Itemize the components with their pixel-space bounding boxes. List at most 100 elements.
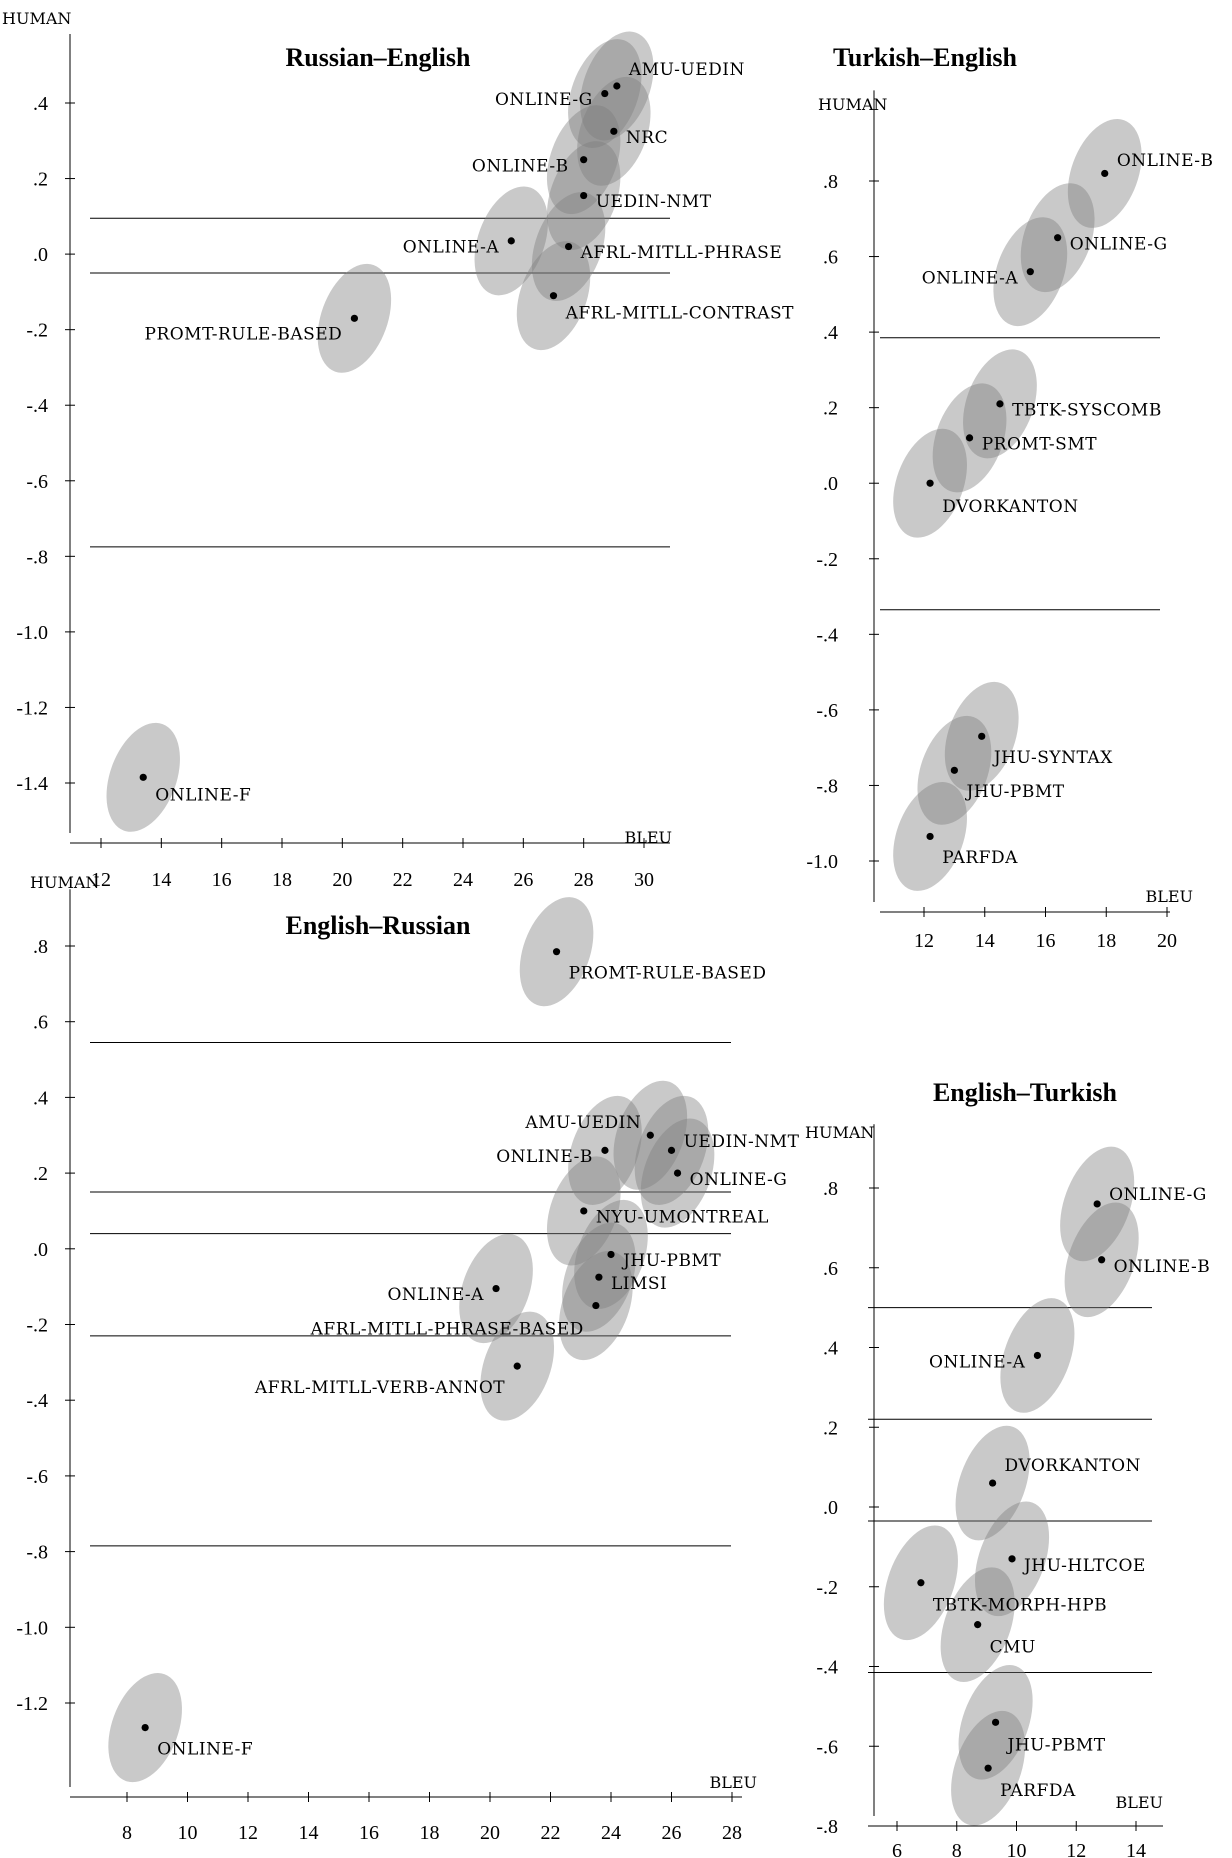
system-point (917, 1579, 925, 1587)
x-tick-label: 14 (299, 1822, 319, 1844)
system-label: ONLINE-A (388, 1285, 485, 1305)
y-tick-label: .8 (823, 1178, 838, 1200)
y-tick-label: .4 (33, 93, 48, 115)
system-label: DVORKANTON (942, 497, 1078, 517)
y-tick-label: -.2 (816, 549, 838, 571)
chart-title: English–Turkish (933, 1078, 1118, 1107)
y-tick-label: -1.2 (16, 697, 48, 719)
y-tick-label: .6 (823, 247, 838, 269)
y-tick-label: -.2 (26, 320, 48, 342)
y-tick-label: -.4 (816, 624, 838, 646)
system-label: NYU-UMONTREAL (596, 1208, 769, 1228)
system-label: AMU-UEDIN (628, 60, 745, 80)
system-point (607, 1250, 615, 1259)
system-point (613, 82, 621, 90)
system-point (991, 1718, 1000, 1726)
x-tick-label: 14 (151, 869, 171, 891)
y-tick-label: .2 (823, 398, 838, 420)
y-tick-label: -.6 (816, 1736, 838, 1758)
x-tick-label: 10 (178, 1822, 198, 1844)
y-tick-label: -.4 (26, 1390, 48, 1412)
x-axis-label: BLEU (624, 828, 672, 847)
system-point (141, 1724, 149, 1732)
system-point (580, 1207, 588, 1215)
y-axis-label: HUMAN (805, 1123, 874, 1142)
system-point (1101, 169, 1109, 178)
system-label: NRC (626, 128, 668, 148)
x-tick-label: 20 (332, 869, 352, 891)
y-tick-label: -1.0 (16, 622, 48, 644)
y-tick-label: -1.2 (16, 1693, 48, 1715)
system-label: JHU-PBMT (621, 1251, 721, 1271)
y-tick-label: .6 (33, 1012, 48, 1034)
system-label: UEDIN-NMT (596, 192, 712, 212)
y-tick-label: .8 (33, 936, 48, 958)
y-tick-label: .2 (33, 169, 48, 191)
y-axis-label: HUMAN (818, 95, 887, 114)
system-label: ONLINE-F (155, 785, 251, 805)
system-point (507, 237, 515, 245)
y-tick-label: .0 (823, 473, 838, 495)
system-label: ONLINE-B (1114, 1257, 1211, 1277)
x-tick-label: 20 (1157, 930, 1177, 952)
system-label: ONLINE-G (1109, 1185, 1207, 1205)
system-point (580, 191, 588, 200)
y-axis-label: HUMAN (30, 873, 99, 892)
y-tick-label: -.4 (26, 395, 48, 417)
x-tick-label: 12 (91, 869, 111, 891)
y-tick-label: -.6 (26, 1466, 48, 1488)
y-tick-label: .2 (33, 1163, 48, 1185)
system-point (1008, 1555, 1016, 1563)
y-tick-label: -1.4 (16, 773, 48, 795)
system-point (492, 1284, 500, 1293)
system-label: JHU-SYNTAX (992, 748, 1113, 768)
y-tick-label: -1.0 (16, 1617, 48, 1639)
system-label: AFRL-MITLL-PHRASE (580, 243, 783, 263)
y-tick-label: -.8 (26, 546, 48, 568)
y-tick-label: .4 (823, 1338, 838, 1360)
y-tick-label: -.4 (816, 1657, 838, 1679)
x-tick-label: 22 (393, 869, 413, 891)
system-label: ONLINE-F (157, 1739, 253, 1759)
system-point (984, 1764, 992, 1772)
panel-english-turkish: .8 .6 .4 .2 .0 -.2 -.4 -.6 -.8 6 8 10 12 14 HUMAN BLEU E… (805, 1078, 1210, 1858)
x-tick-label: 14 (975, 930, 995, 952)
x-tick-label: 26 (513, 869, 533, 891)
system-label: AMU-UEDIN (524, 1113, 641, 1133)
x-tick-label: 12 (914, 930, 934, 952)
x-tick-label: 12 (238, 1822, 258, 1844)
x-tick-label: 20 (480, 1822, 500, 1844)
system-point (549, 292, 558, 300)
system-label: ONLINE-G (495, 90, 593, 110)
system-point (350, 314, 358, 322)
system-label: ONLINE-B (472, 156, 569, 176)
system-label: JHU-PBMT (965, 782, 1065, 802)
system-label: DVORKANTON (1005, 1456, 1141, 1476)
panel-russian-english: .4 .2 .0 -.2 -.4 -.6 -.8 -1.0 -1.2 -1.4 12 14 16 18 20… (2, 9, 794, 891)
y-tick-label: -.6 (816, 700, 838, 722)
system-label: ONLINE-B (496, 1147, 593, 1167)
system-label: AFRL-MITLL-VERB-ANNOT (254, 1378, 505, 1398)
system-point (1098, 1256, 1106, 1264)
panel-english-russian: .8 .6 .4 .2 .0 -.2 -.4 -.6 -.8 -1.0 -1.2 8 10 12 14 16 1… (16, 873, 799, 1844)
x-axis-label: BLEU (1145, 887, 1193, 906)
y-axis-label: HUMAN (2, 9, 71, 28)
system-point (996, 400, 1004, 408)
system-label: PROMT-RULE-BASED (145, 324, 343, 344)
y-tick-label: .0 (823, 1497, 838, 1519)
x-tick-label: 16 (1036, 930, 1056, 952)
x-tick-label: 28 (722, 1822, 742, 1844)
system-label: PROMT-SMT (982, 435, 1098, 455)
system-label: TBTK-SYSCOMB (1012, 401, 1162, 421)
y-tick-label: .0 (33, 244, 48, 266)
panel-turkish-english: .8 .6 .4 .2 .0 -.2 -.4 -.6 -.8 -1.0 12 14 16 18 20 HUMA… (806, 43, 1213, 952)
system-point (1026, 268, 1034, 276)
x-tick-label: 10 (1007, 1840, 1027, 1858)
y-tick-label: .2 (823, 1417, 838, 1439)
y-tick-label: .4 (33, 1087, 48, 1109)
y-tick-label: -.2 (816, 1577, 838, 1599)
system-label: CMU (990, 1638, 1036, 1658)
chart-title: English–Russian (286, 911, 472, 940)
x-tick-label: 30 (634, 869, 654, 891)
